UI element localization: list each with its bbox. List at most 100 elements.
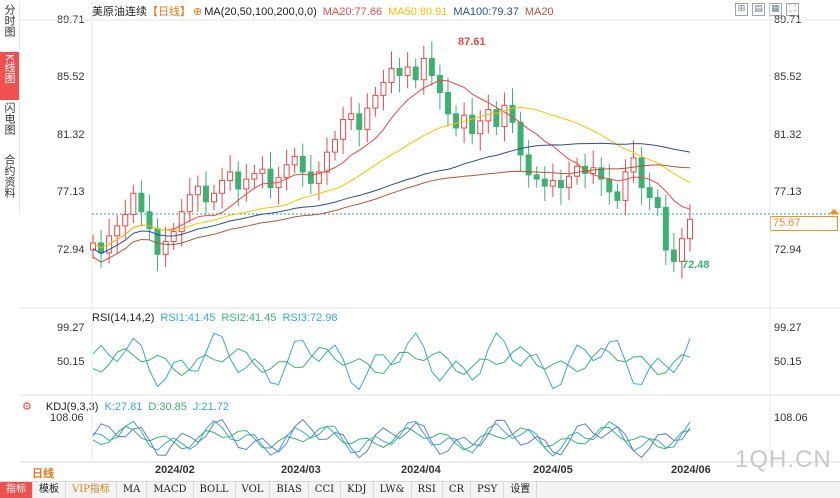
candle-body (420, 57, 427, 81)
rsi-y-tick-left: 99.27 (57, 322, 85, 334)
candle-body (662, 206, 669, 251)
candle-body (299, 155, 306, 173)
high-price-label: 87.61 (458, 36, 486, 48)
sidebar-tab-kline[interactable]: K线图 (0, 52, 20, 100)
candle-body (162, 241, 169, 255)
period-label: 【日线】 (147, 6, 191, 18)
ma-params: MA(20,50,100,200,0,0) (204, 6, 317, 18)
ma50-value: MA50:80.91 (388, 6, 448, 18)
indicator-tab[interactable]: BOLL (194, 482, 236, 498)
kdj-settings-icon[interactable]: ⚙ (22, 401, 32, 413)
candle-body (364, 107, 371, 130)
rsi-legend: RSI(14,14,2) RSI1:41.45 RSI2:41.45 RSI3:72.… (92, 312, 344, 324)
y-tick-left: 81.32 (57, 129, 85, 141)
candle-body (186, 194, 193, 213)
kdj-k-line (92, 420, 691, 457)
rsi1-line (92, 332, 691, 391)
main-legend: 美原油连续【日线】 ⊕ MA(20,50,100,200,0,0) MA20:77.6… (92, 3, 560, 19)
candle-body (348, 113, 355, 120)
candle-body (356, 113, 363, 130)
ma20-value: MA20:77.66 (322, 6, 383, 18)
sidebar-tab-timeshare[interactable]: 分时图 (0, 2, 20, 52)
kdj-j-value: J:21.72 (192, 401, 229, 413)
kdj-j-line (92, 418, 691, 459)
rsi2-line (92, 346, 691, 377)
candle-body (146, 211, 153, 230)
rsi-y-tick-right: 99.27 (774, 322, 802, 334)
y-tick-right: 85.52 (774, 71, 802, 83)
y-tick-right: 77.13 (774, 186, 802, 198)
indicator-tab[interactable]: 指标 (0, 482, 33, 498)
candle-body (444, 92, 451, 115)
candle-body (574, 165, 581, 177)
candle-body (90, 242, 96, 251)
ma50-line (92, 106, 691, 249)
candle-body (678, 238, 685, 262)
candle-body (380, 82, 387, 96)
y-tick-right: 72.94 (774, 244, 802, 256)
sidebar-tab-flash[interactable]: 闪电图 (0, 100, 20, 152)
sidebar-tab-contract[interactable]: 合约资料 (0, 152, 20, 214)
indicator-tab[interactable]: CCI (309, 482, 342, 498)
fullscreen-icon[interactable]: ⛶ (786, 3, 799, 16)
x-tick: 2024/02 (155, 464, 195, 476)
indicator-tab[interactable]: MACD (147, 482, 194, 498)
indicator-tab[interactable]: RSI (412, 482, 443, 498)
candle-body (396, 67, 403, 76)
candle-body (638, 157, 645, 189)
instrument-title: 美原油连续 (92, 6, 147, 18)
candle-body (227, 171, 234, 182)
candle-body (211, 192, 218, 203)
candle-body (557, 180, 564, 189)
indicator-tab[interactable]: 模板 (33, 482, 66, 498)
candle-body (630, 157, 637, 173)
candle-body (622, 171, 629, 201)
indicator-tab[interactable]: MA (117, 482, 148, 498)
watermark: 1QH.CN (735, 446, 832, 473)
candle-body (267, 168, 274, 189)
indicator-tab[interactable]: 设置 (504, 482, 538, 498)
candle-body (565, 175, 572, 189)
candle-body (178, 211, 185, 233)
candle-body (436, 74, 443, 94)
kdj-y-tick-right: 108.06 (774, 412, 808, 424)
indicator-tab[interactable]: VOL (236, 482, 271, 498)
rsi-params: RSI(14,14,2) (92, 312, 155, 324)
expand-icon[interactable]: ⊞ (735, 3, 748, 16)
y-tick-left: 77.13 (57, 186, 85, 198)
candle-body (283, 164, 290, 179)
candle-body (404, 66, 411, 76)
indicator-tab[interactable]: LW& (374, 482, 412, 498)
candle-body (332, 138, 339, 153)
candle-body (453, 113, 460, 129)
settings-gear-icon[interactable]: ⊕ (193, 6, 203, 18)
candle-body (428, 57, 435, 76)
candle-body (388, 67, 395, 84)
y-tick-left: 85.52 (57, 71, 85, 83)
candle-body (646, 187, 653, 199)
candle-body (138, 192, 145, 213)
candle-body (509, 104, 516, 123)
period-button[interactable]: 日线 (32, 467, 54, 480)
indicator-tab[interactable]: KDJ (341, 482, 374, 498)
layout-icon[interactable]: ▤ (752, 3, 765, 16)
indicator-tab[interactable]: PSY (471, 482, 505, 498)
candle-body (525, 154, 532, 176)
candle-body (372, 94, 379, 109)
candle-body (219, 180, 226, 194)
kdj-d-line (92, 425, 691, 451)
price-marker-icon (829, 209, 839, 214)
indicator-tab[interactable]: CR (443, 482, 472, 498)
rsi-y-tick-right: 50.15 (774, 356, 802, 368)
x-tick: 2024/05 (533, 464, 573, 476)
indicator-tab[interactable]: BIAS (270, 482, 309, 498)
rsi3-value: RSI3:72.98 (282, 312, 338, 324)
rsi1-value: RSI1:41.45 (160, 312, 216, 324)
candle-body (517, 121, 524, 156)
y-tick-left: 72.94 (57, 244, 85, 256)
kdj-k-value: K:27.81 (104, 401, 143, 413)
ma20-line (92, 79, 691, 249)
candle-body (202, 185, 209, 203)
indicator-tab[interactable]: VIP指标 (66, 482, 117, 498)
